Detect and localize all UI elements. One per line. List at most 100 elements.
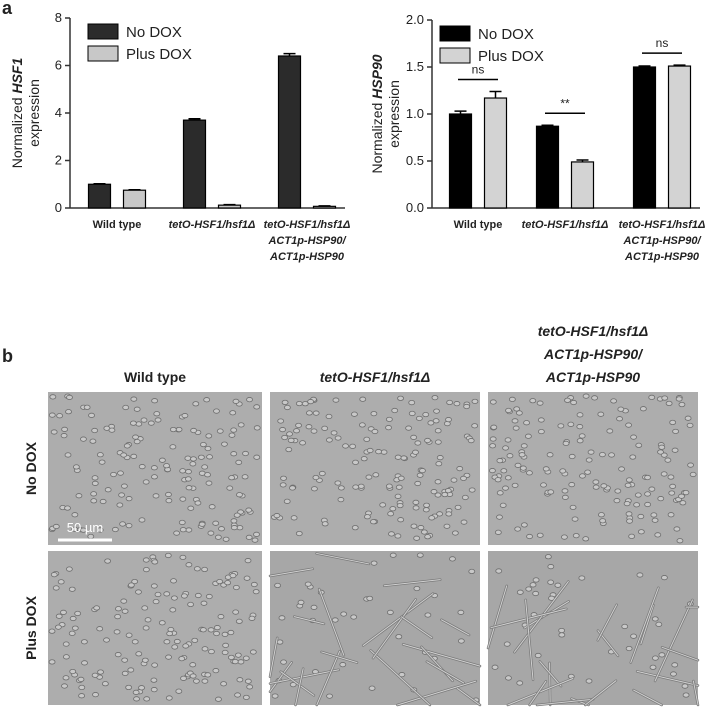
y-tick-label: 0.0	[406, 200, 424, 215]
x-tick-label: ACT1p-HSP90/	[622, 235, 702, 247]
legend-swatch	[440, 48, 470, 63]
bar	[279, 56, 301, 208]
cell	[458, 610, 464, 614]
cell	[179, 520, 185, 524]
cell	[458, 639, 464, 643]
cell	[425, 535, 431, 539]
cell	[202, 465, 208, 469]
cell	[461, 520, 467, 524]
row-label: No DOX	[23, 441, 39, 495]
cell	[249, 616, 255, 620]
cell	[281, 476, 287, 480]
cell	[626, 423, 632, 427]
cell	[247, 397, 253, 401]
cell	[435, 493, 441, 497]
cell	[672, 448, 678, 452]
cell	[115, 614, 121, 618]
cell	[288, 438, 294, 442]
cell	[524, 421, 530, 425]
cell	[561, 535, 567, 539]
cell	[558, 424, 564, 428]
cell	[496, 569, 502, 573]
cell	[164, 640, 170, 644]
cell	[209, 505, 215, 509]
cell	[66, 567, 72, 571]
y-label-text: Normalized	[369, 103, 385, 174]
cell	[236, 619, 242, 623]
cell	[82, 661, 88, 665]
cell	[105, 488, 111, 492]
bar	[634, 67, 656, 208]
cell	[208, 628, 214, 632]
bar	[89, 184, 111, 208]
hypha	[550, 663, 551, 705]
cell	[451, 478, 457, 482]
cell	[369, 686, 375, 690]
cell	[396, 634, 402, 638]
cell	[53, 586, 59, 590]
cell	[214, 631, 220, 635]
cell	[670, 672, 676, 676]
cell	[609, 453, 615, 457]
cell	[626, 478, 632, 482]
cell	[136, 652, 142, 656]
cell	[126, 685, 132, 689]
cell	[313, 475, 319, 479]
x-tick-label: tetO-HSF1/hsf1Δ	[522, 219, 609, 231]
cell	[135, 590, 141, 594]
cell	[105, 559, 111, 563]
cell	[353, 460, 359, 464]
cell	[593, 480, 599, 484]
x-tick-label: tetO-HSF1/hsf1Δ	[264, 219, 351, 231]
cell	[333, 398, 339, 402]
y-axis-label: expression	[386, 80, 402, 148]
cell	[284, 405, 290, 409]
y-tick-label: 8	[55, 10, 62, 25]
cell	[58, 580, 64, 584]
cell	[114, 630, 120, 634]
cell	[679, 402, 685, 406]
cell	[112, 527, 118, 531]
cell	[353, 485, 359, 489]
cell	[507, 454, 513, 458]
cell	[423, 508, 429, 512]
cell	[76, 494, 82, 498]
cell	[530, 399, 536, 403]
cell	[513, 426, 519, 430]
cell	[181, 594, 187, 598]
cell	[61, 433, 67, 437]
cell	[180, 528, 186, 532]
cell	[50, 395, 56, 399]
cell	[638, 514, 644, 518]
cell	[81, 640, 87, 644]
legend-swatch	[88, 46, 118, 61]
cell	[141, 418, 147, 422]
cell	[655, 533, 661, 537]
cell	[683, 693, 689, 697]
cell	[289, 486, 295, 490]
cell	[360, 397, 366, 401]
cell	[282, 400, 288, 404]
cell	[505, 676, 511, 680]
cell	[666, 401, 672, 405]
cell	[227, 486, 233, 490]
cell	[192, 638, 198, 642]
cell	[492, 665, 498, 669]
cell	[98, 670, 104, 674]
cell	[215, 535, 221, 539]
legend-label: No DOX	[478, 26, 534, 43]
cell	[662, 396, 668, 400]
cell	[593, 485, 599, 489]
cell	[491, 425, 497, 429]
cell	[152, 560, 158, 564]
cell	[254, 405, 260, 409]
cell	[155, 418, 161, 422]
cell	[143, 480, 149, 484]
y-axis-label: Normalized HSP90	[369, 54, 385, 173]
y-label-gene: HSF1	[9, 58, 25, 94]
cell	[397, 503, 403, 507]
cell	[429, 516, 435, 520]
cell	[51, 430, 57, 434]
significance-label: ns	[656, 36, 669, 50]
cell	[313, 411, 319, 415]
